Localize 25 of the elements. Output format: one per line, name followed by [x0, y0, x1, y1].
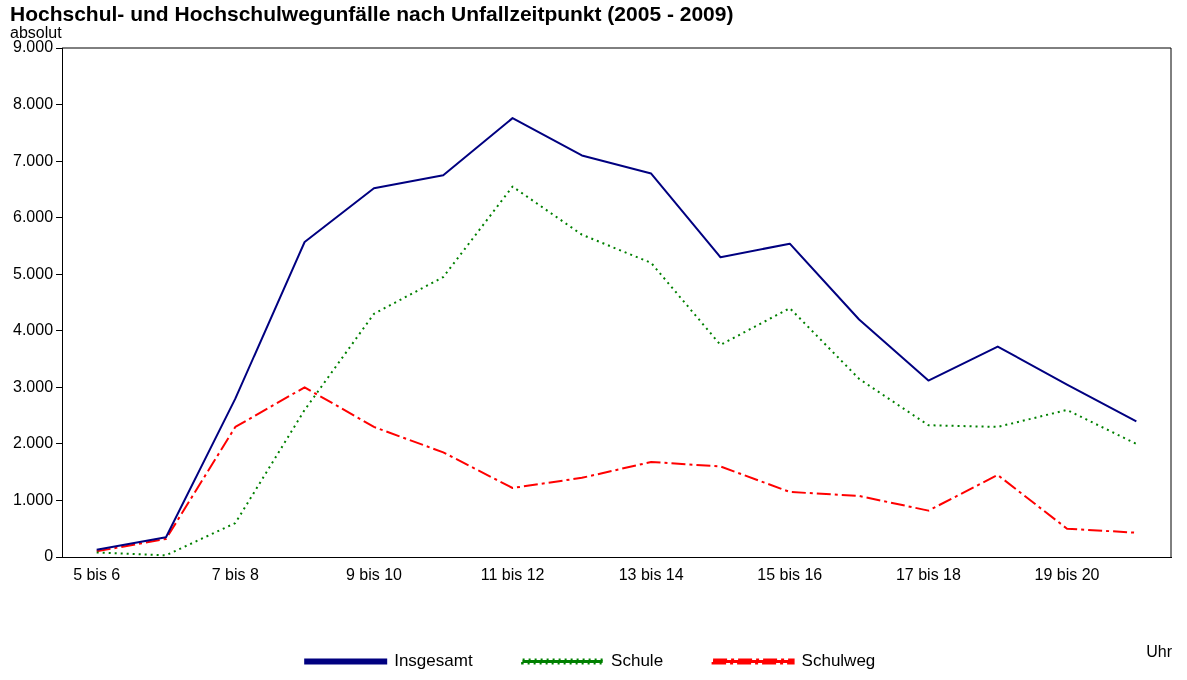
- x-axis-title: Uhr: [1146, 643, 1172, 661]
- y-tick-label: 6.000: [12, 208, 54, 226]
- y-tick-label: 7.000: [12, 151, 54, 169]
- legend-label: Schule: [611, 651, 664, 671]
- x-tick-label: 17 bis 18: [895, 566, 961, 584]
- y-tick-label: 2.000: [12, 434, 54, 452]
- x-tick-label: 5 bis 6: [73, 566, 121, 584]
- legend-label: Insgesamt: [394, 651, 473, 671]
- y-tick-label: 0: [44, 547, 54, 565]
- y-tick-label: 9.000: [12, 38, 54, 56]
- y-tick-label: 4.000: [12, 321, 54, 339]
- y-tick-label: 3.000: [12, 377, 54, 395]
- x-tick-label: 15 bis 16: [757, 566, 823, 584]
- y-axis-title: absolut: [10, 24, 62, 41]
- legend-label: Schulweg: [801, 651, 876, 671]
- y-tick-label: 5.000: [12, 264, 54, 282]
- x-tick-label: 13 bis 14: [618, 566, 684, 584]
- x-tick-label: 19 bis 20: [1034, 566, 1100, 584]
- x-tick-label: 7 bis 8: [211, 566, 259, 584]
- y-tick-label: 1.000: [12, 490, 54, 508]
- x-tick-label: 11 bis 12: [480, 566, 545, 584]
- line-series: [95, 185, 1138, 557]
- x-tick-label: 9 bis 10: [345, 566, 403, 584]
- chart-title: Hochschul- und Hochschulwegunfälle nach Unfallzeitpunkt (2005 - 2009): [10, 2, 734, 26]
- y-tick-label: 8.000: [12, 94, 54, 112]
